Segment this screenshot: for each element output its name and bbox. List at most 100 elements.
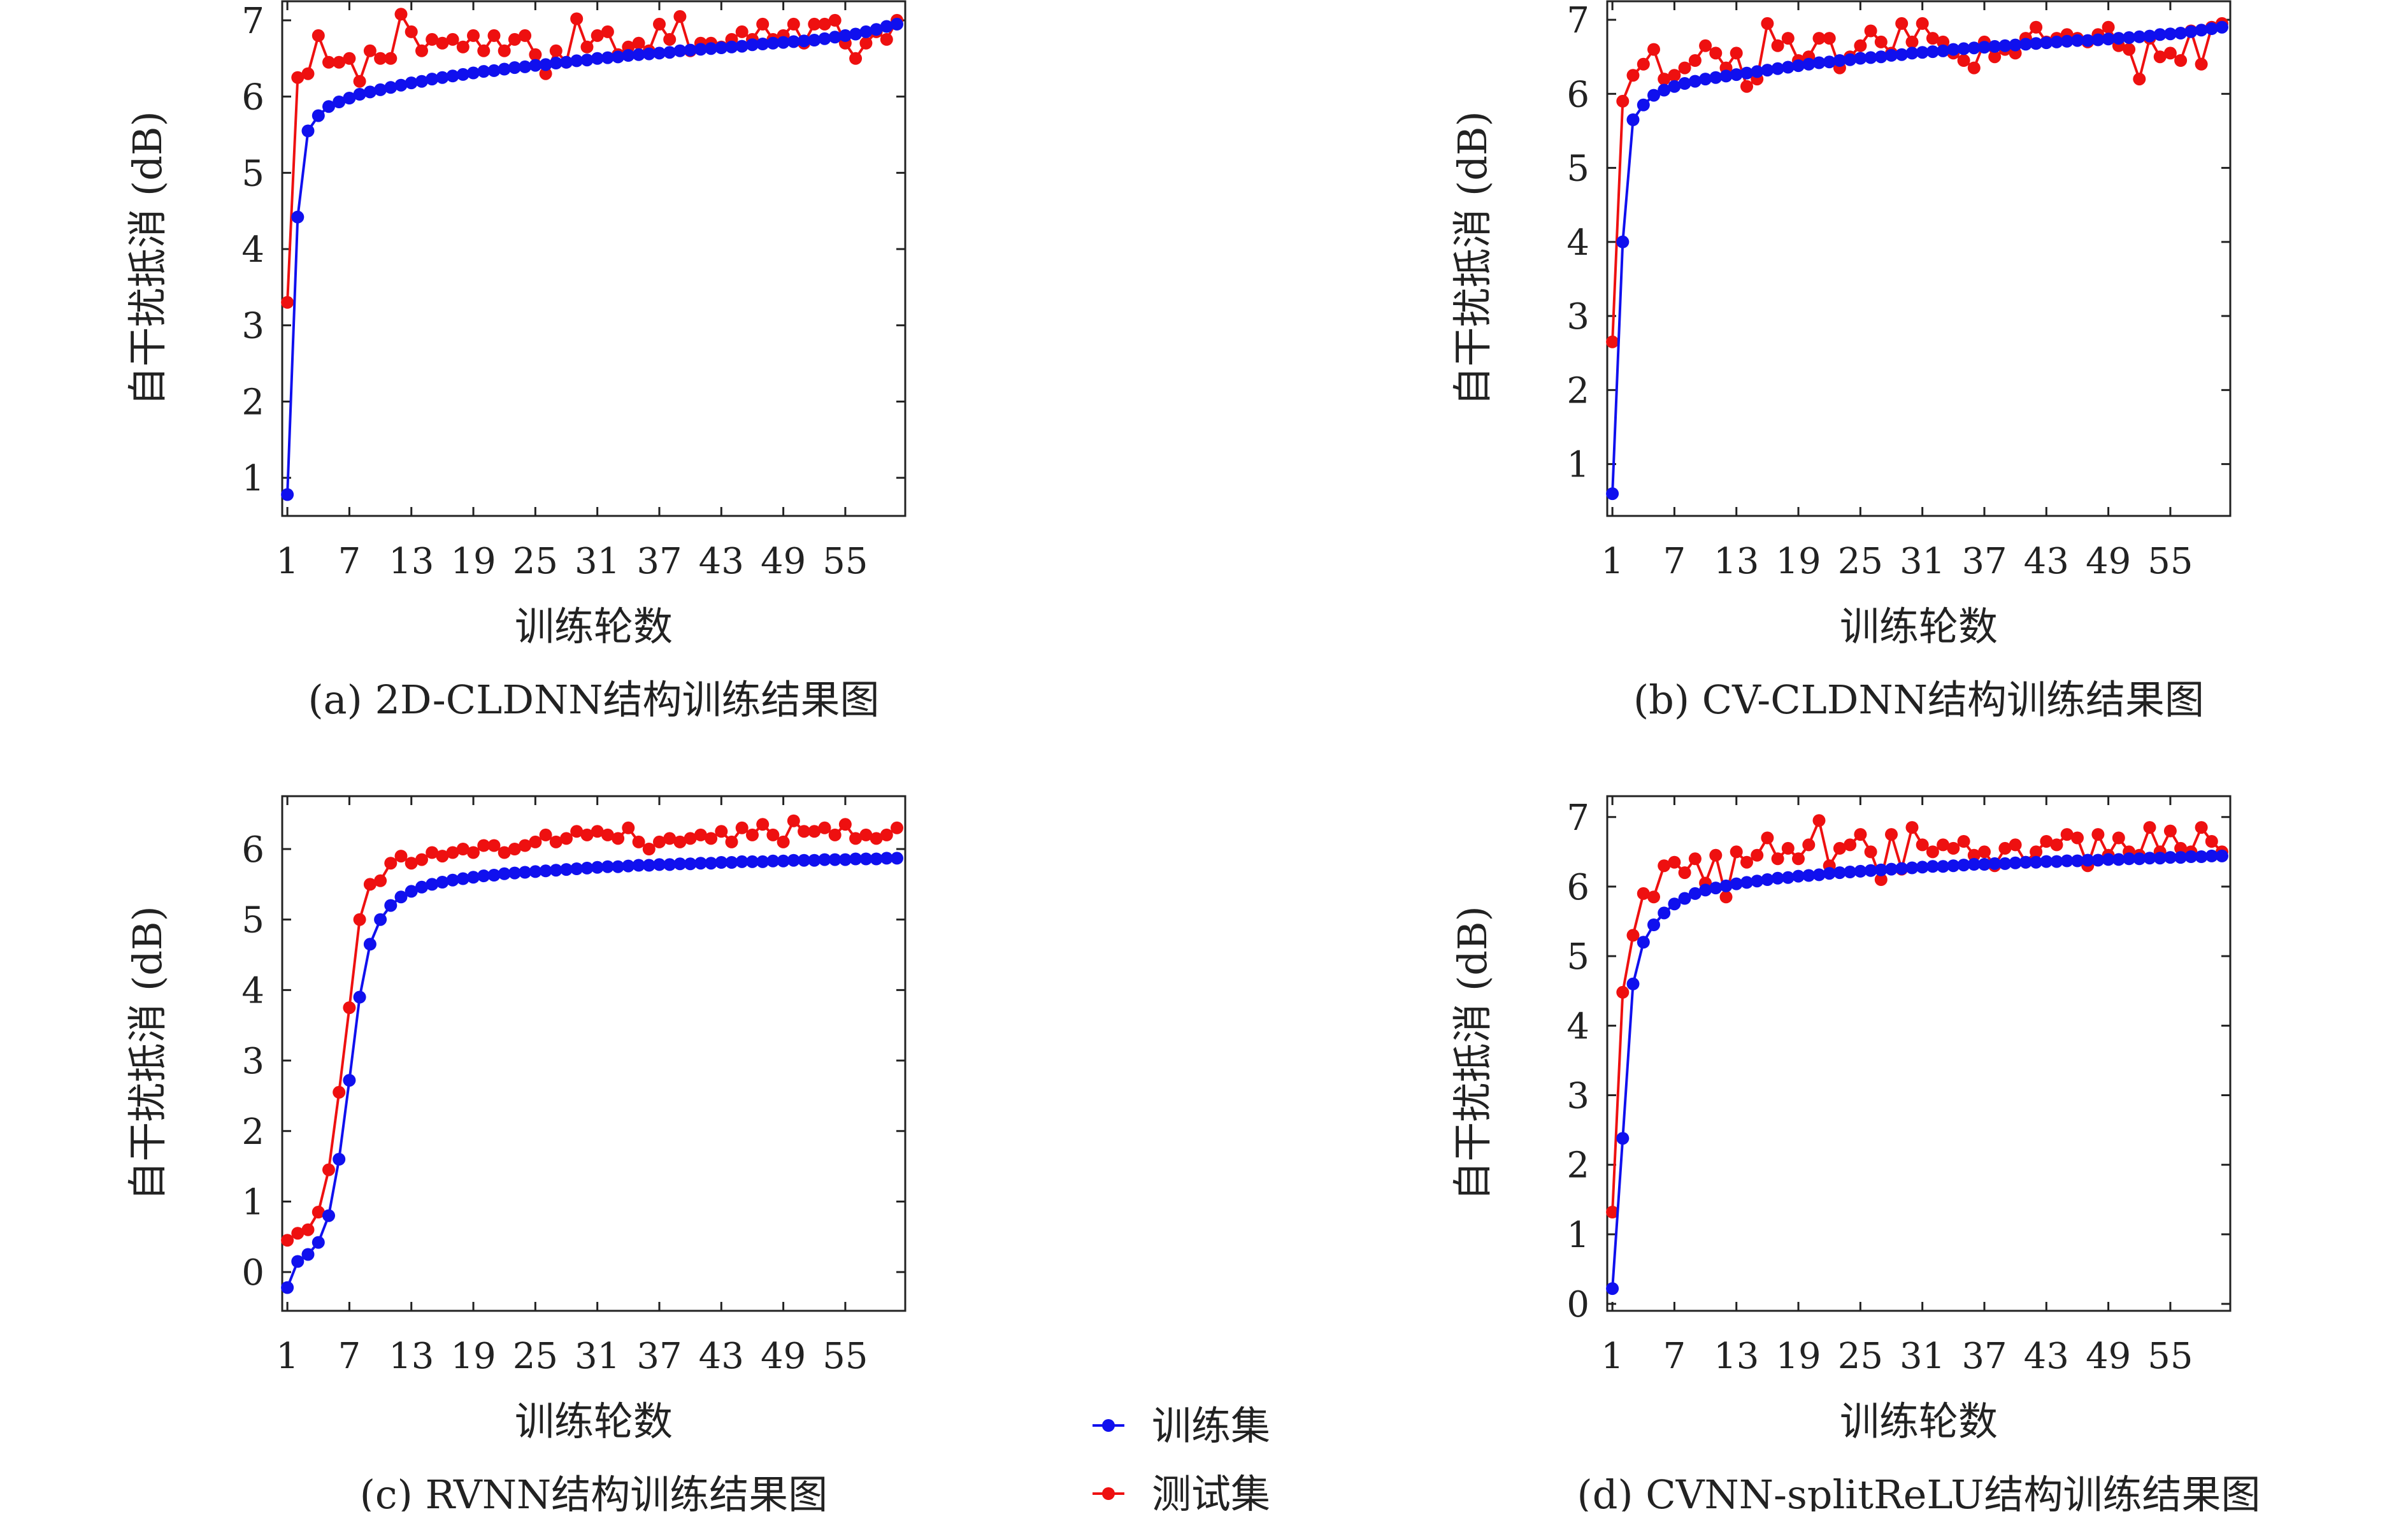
- data-point-test-a-24: [519, 29, 532, 42]
- data-point-test-d-33: [1937, 838, 1950, 852]
- data-point-test-a-6: [333, 55, 346, 69]
- x-tick-label-b-5: 31: [1900, 541, 1945, 582]
- data-point-test-b-5: [1647, 43, 1660, 56]
- data-point-train-c-29: [570, 862, 584, 875]
- data-point-train-a-7: [343, 92, 356, 104]
- data-point-test-b-10: [1699, 39, 1712, 52]
- y-tick-label-d-5: 5: [1566, 936, 1589, 978]
- data-point-test-c-9: [363, 878, 376, 891]
- x-tick-label-b-4: 25: [1838, 541, 1883, 582]
- data-point-train-a-14: [415, 75, 428, 88]
- data-point-test-a-27: [549, 44, 563, 57]
- data-point-train-b-57: [2184, 25, 2198, 38]
- data-point-train-c-9: [363, 938, 376, 951]
- data-point-train-c-43: [715, 856, 728, 869]
- data-point-train-a-9: [363, 85, 376, 99]
- y-tick-label-c-0: 0: [241, 1252, 264, 1294]
- data-point-test-a-16: [436, 36, 449, 50]
- data-point-train-a-18: [456, 68, 469, 81]
- x-tick-label-a-0: 1: [276, 541, 299, 582]
- y-tick-label-b-6: 7: [1566, 0, 1589, 41]
- data-point-train-a-46: [746, 38, 759, 52]
- data-point-train-b-7: [1668, 80, 1681, 93]
- data-point-test-d-2: [1616, 985, 1630, 999]
- data-point-train-a-27: [549, 57, 563, 69]
- plot-frame-c: [281, 795, 907, 1312]
- data-point-train-a-38: [663, 46, 677, 59]
- data-point-train-c-52: [808, 853, 821, 867]
- data-point-train-c-46: [746, 855, 759, 868]
- data-point-train-d-37: [1978, 858, 1991, 871]
- data-point-train-c-22: [498, 867, 511, 880]
- data-point-test-c-40: [684, 832, 697, 845]
- y-tick-label-d-6: 6: [1566, 867, 1589, 908]
- data-point-train-a-20: [477, 65, 491, 78]
- x-tick-label-a-4: 25: [513, 541, 558, 582]
- data-point-test-a-11: [384, 52, 398, 65]
- data-point-test-c-41: [694, 828, 707, 841]
- data-point-test-c-57: [859, 828, 873, 841]
- data-point-test-c-1: [281, 1234, 294, 1247]
- data-point-test-a-29: [570, 12, 584, 25]
- data-point-train-a-25: [529, 59, 542, 72]
- legend-test-marker: [1102, 1487, 1115, 1500]
- data-point-train-d-1: [1606, 1282, 1619, 1296]
- y-tick-label-a-3: 4: [241, 229, 264, 271]
- x-tick-label-c-7: 43: [699, 1336, 744, 1377]
- data-point-test-d-28: [1885, 828, 1898, 841]
- data-point-train-b-47: [2081, 34, 2095, 47]
- data-point-test-c-14: [415, 853, 428, 866]
- data-point-train-a-48: [766, 36, 780, 50]
- data-point-train-c-56: [849, 852, 863, 866]
- x-tick-label-d-1: 7: [1663, 1336, 1686, 1377]
- data-point-test-c-59: [880, 828, 893, 841]
- data-point-test-c-54: [828, 828, 842, 841]
- data-point-train-b-9: [1688, 75, 1702, 88]
- data-point-train-a-6: [333, 96, 346, 108]
- data-point-train-d-3: [1626, 977, 1640, 990]
- y-tick-label-a-4: 5: [241, 153, 264, 194]
- data-point-train-c-7: [343, 1074, 356, 1087]
- x-tick-label-d-2: 13: [1714, 1336, 1759, 1377]
- data-point-train-b-42: [2030, 37, 2043, 50]
- data-point-test-d-43: [2040, 835, 2053, 848]
- data-point-test-a-39: [673, 10, 687, 23]
- data-point-test-a-20: [477, 44, 491, 57]
- data-point-train-d-54: [2153, 852, 2167, 865]
- data-point-train-c-44: [725, 856, 738, 869]
- y-tick-label-d-0: 0: [1566, 1284, 1589, 1325]
- data-point-train-a-12: [394, 78, 408, 92]
- data-point-test-d-7: [1668, 855, 1681, 869]
- data-point-train-d-26: [1864, 864, 1877, 877]
- data-point-test-c-22: [498, 846, 511, 859]
- data-point-train-c-37: [653, 858, 666, 871]
- data-point-train-a-5: [322, 100, 335, 113]
- y-tick-label-b-1: 2: [1566, 370, 1589, 411]
- data-point-train-b-54: [2153, 28, 2167, 41]
- series-line-train-b: [1611, 25, 2223, 494]
- x-axis-label-d: 训练轮数: [1840, 1398, 1998, 1445]
- data-point-train-d-21: [1812, 868, 1826, 882]
- data-point-train-d-46: [2071, 854, 2084, 868]
- data-point-train-a-11: [384, 81, 398, 94]
- data-point-train-c-26: [539, 864, 552, 878]
- data-point-train-d-47: [2081, 853, 2095, 867]
- series-test-a: [281, 8, 903, 309]
- data-point-train-b-60: [2216, 20, 2228, 34]
- data-point-test-a-22: [498, 44, 511, 57]
- data-point-test-c-34: [622, 821, 635, 834]
- data-point-train-c-41: [694, 857, 707, 870]
- data-point-train-a-32: [601, 51, 614, 64]
- data-point-train-b-5: [1647, 89, 1660, 102]
- data-point-test-b-4: [1637, 57, 1650, 71]
- data-point-test-d-40: [2009, 838, 2022, 852]
- data-point-test-b-55: [2163, 46, 2177, 60]
- data-point-train-d-34: [1947, 859, 1960, 873]
- data-point-test-d-46: [2071, 831, 2084, 845]
- data-point-train-d-2: [1616, 1132, 1630, 1145]
- data-point-test-c-33: [612, 832, 625, 845]
- x-tick-label-c-9: 55: [822, 1336, 868, 1377]
- data-point-train-b-52: [2133, 30, 2146, 43]
- data-point-train-a-29: [570, 54, 584, 68]
- data-point-test-a-52: [808, 17, 821, 31]
